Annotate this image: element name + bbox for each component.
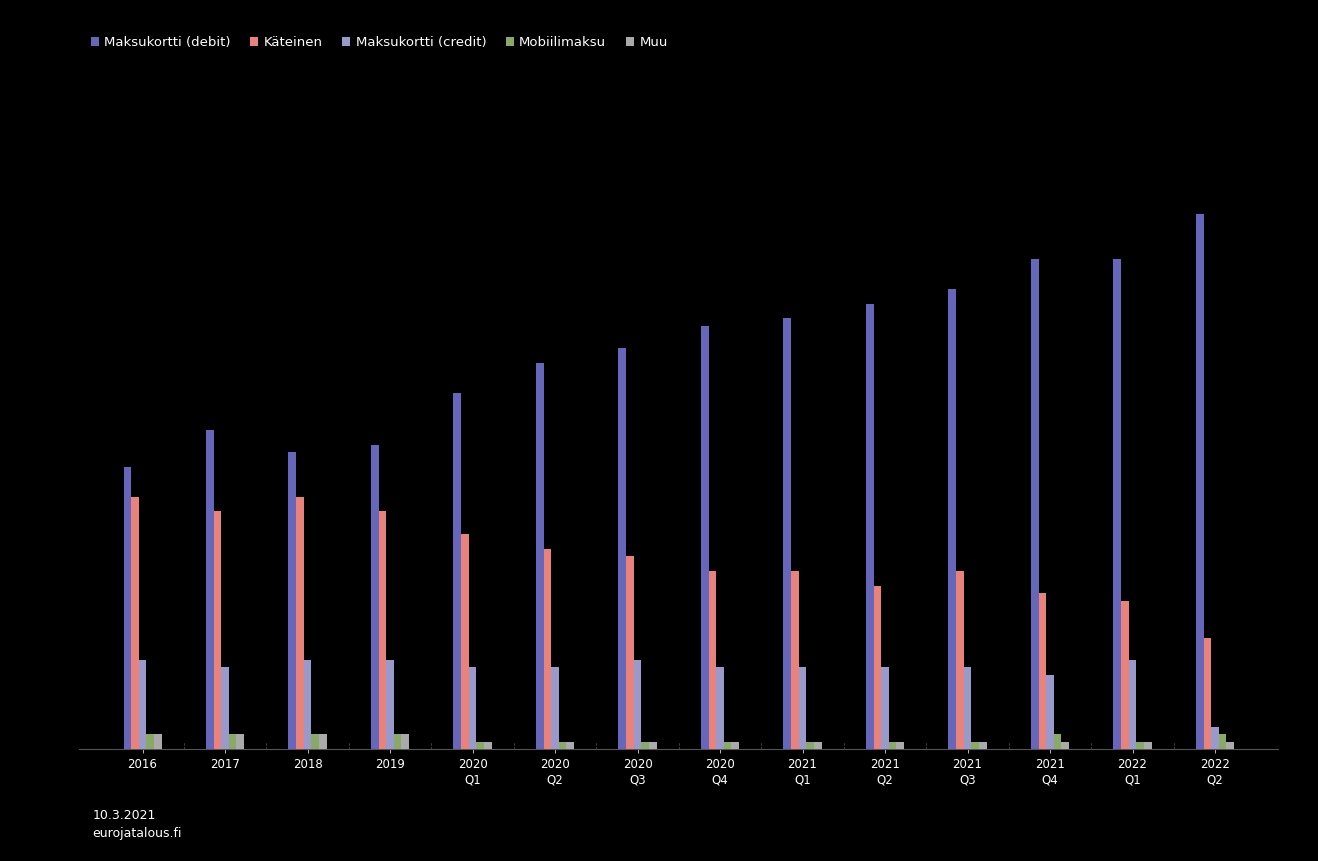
- Bar: [536, 363, 543, 749]
- Bar: [971, 741, 979, 749]
- Bar: [642, 741, 648, 749]
- Bar: [799, 667, 807, 749]
- Bar: [567, 741, 575, 749]
- Bar: [807, 741, 815, 749]
- Bar: [1219, 734, 1227, 749]
- Bar: [1195, 214, 1203, 749]
- Bar: [370, 444, 378, 749]
- Bar: [559, 741, 567, 749]
- Legend: Maksukortti (debit), Käteinen, Maksukortti (credit), Mobiilimaksu, Muu: Maksukortti (debit), Käteinen, Maksukort…: [86, 31, 673, 54]
- Bar: [1144, 741, 1152, 749]
- Bar: [979, 741, 987, 749]
- Bar: [124, 467, 130, 749]
- Bar: [716, 667, 724, 749]
- Bar: [146, 734, 154, 749]
- Bar: [469, 667, 476, 749]
- Bar: [815, 741, 821, 749]
- Bar: [1136, 741, 1144, 749]
- Bar: [731, 741, 739, 749]
- Bar: [1061, 741, 1069, 749]
- Bar: [791, 571, 799, 749]
- Bar: [303, 660, 311, 749]
- Bar: [289, 452, 297, 749]
- Bar: [476, 741, 484, 749]
- Bar: [618, 348, 626, 749]
- Bar: [1031, 259, 1039, 749]
- Bar: [378, 511, 386, 749]
- Bar: [956, 571, 963, 749]
- Bar: [783, 319, 791, 749]
- Bar: [963, 667, 971, 749]
- Bar: [394, 734, 402, 749]
- Bar: [882, 667, 888, 749]
- Bar: [1114, 259, 1122, 749]
- Bar: [1046, 675, 1054, 749]
- Bar: [709, 571, 716, 749]
- Bar: [461, 534, 469, 749]
- Bar: [701, 325, 709, 749]
- Bar: [319, 734, 327, 749]
- Bar: [297, 497, 303, 749]
- Bar: [896, 741, 904, 749]
- Bar: [1039, 593, 1046, 749]
- Bar: [949, 288, 956, 749]
- Bar: [551, 667, 559, 749]
- Bar: [1122, 601, 1128, 749]
- Bar: [626, 556, 634, 749]
- Bar: [1211, 727, 1219, 749]
- Bar: [888, 741, 896, 749]
- Bar: [386, 660, 394, 749]
- Bar: [453, 393, 461, 749]
- Bar: [724, 741, 731, 749]
- Bar: [1054, 734, 1061, 749]
- Bar: [311, 734, 319, 749]
- Bar: [634, 660, 642, 749]
- Bar: [221, 667, 229, 749]
- Bar: [874, 585, 882, 749]
- Bar: [236, 734, 244, 749]
- Text: 10.3.2021
eurojatalous.fi: 10.3.2021 eurojatalous.fi: [92, 809, 182, 840]
- Bar: [138, 660, 146, 749]
- Bar: [206, 430, 214, 749]
- Bar: [543, 548, 551, 749]
- Bar: [866, 304, 874, 749]
- Bar: [214, 511, 221, 749]
- Bar: [402, 734, 409, 749]
- Bar: [154, 734, 162, 749]
- Bar: [130, 497, 138, 749]
- Bar: [229, 734, 236, 749]
- Bar: [1203, 638, 1211, 749]
- Bar: [484, 741, 492, 749]
- Bar: [1227, 741, 1234, 749]
- Bar: [648, 741, 656, 749]
- Bar: [1128, 660, 1136, 749]
